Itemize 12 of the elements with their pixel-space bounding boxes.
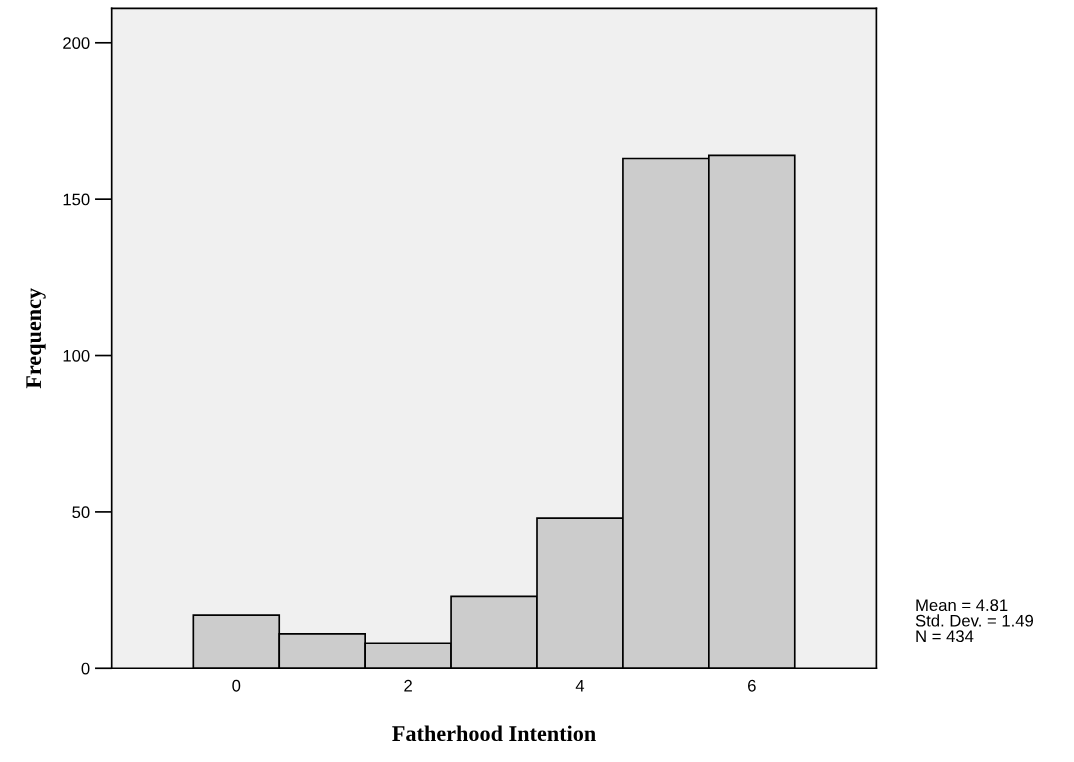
y-tick-label: 100 <box>63 349 90 362</box>
y-axis-title: Frequency <box>26 288 46 389</box>
y-tick-label: 200 <box>63 37 90 49</box>
y-tick-label: 50 <box>72 506 90 519</box>
y-tick-label: 150 <box>63 193 90 206</box>
x-tick-label: 6 <box>748 679 756 692</box>
x-axis-title: Fatherhood Intention <box>392 725 596 742</box>
x-tick-label: 2 <box>404 679 412 692</box>
x-tick-label: 4 <box>575 680 585 692</box>
x-tick-label: 0 <box>232 679 241 692</box>
text: Mean = 4.81 Std. Dev. = 1.49 N = 434 <box>915 599 1034 643</box>
y-tick-label: 0 <box>81 662 90 675</box>
